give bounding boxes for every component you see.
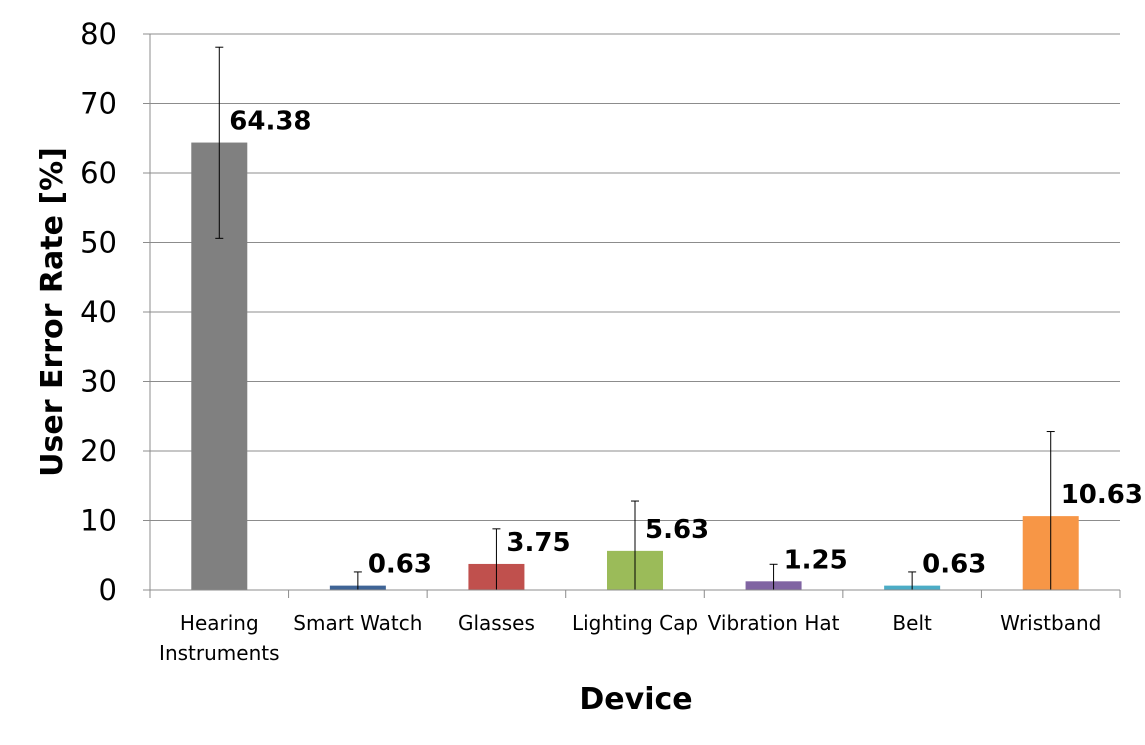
y-tick-label: 40: [80, 295, 117, 329]
data-label: 0.63: [922, 550, 986, 580]
y-axis-title: User Error Rate [%]: [35, 147, 70, 477]
x-tick-label: Lighting Cap: [572, 611, 698, 635]
x-tick-label: Smart Watch: [293, 611, 422, 635]
y-tick-label: 70: [80, 87, 117, 121]
y-tick-label: 60: [80, 156, 117, 190]
x-axis-title: Device: [579, 682, 692, 717]
x-tick-label: Instruments: [159, 641, 279, 665]
y-tick-label: 50: [80, 226, 117, 260]
data-label: 64.38: [229, 107, 311, 137]
data-label: 3.75: [506, 528, 570, 558]
x-tick-label: Belt: [892, 611, 932, 635]
y-tick-labels: 0 10 20 30 40 50 60 70 80: [80, 17, 117, 607]
data-label: 5.63: [645, 515, 709, 545]
y-tick-label: 0: [99, 573, 117, 607]
data-label: 10.63: [1061, 480, 1143, 510]
error-bars: [215, 46, 1055, 590]
y-tick-label: 10: [80, 504, 117, 538]
gridlines: [150, 33, 1120, 521]
y-tick-label: 30: [80, 365, 117, 399]
x-tick-label: Vibration Hat: [708, 611, 840, 635]
x-tick-label: Glasses: [458, 611, 535, 635]
data-labels: 64.38 0.63 3.75 5.63 1.25 0.63 10.63: [229, 107, 1143, 580]
axes: [143, 33, 1121, 598]
x-tick-label: Wristband: [1000, 611, 1101, 635]
data-label: 1.25: [784, 545, 848, 575]
x-tick-label: Hearing: [180, 611, 259, 635]
data-label: 0.63: [368, 550, 432, 580]
x-tick-labels: Hearing Instruments Smart Watch Glasses Ligh…: [159, 611, 1101, 665]
y-tick-label: 80: [80, 17, 117, 51]
y-tick-label: 20: [80, 434, 117, 468]
